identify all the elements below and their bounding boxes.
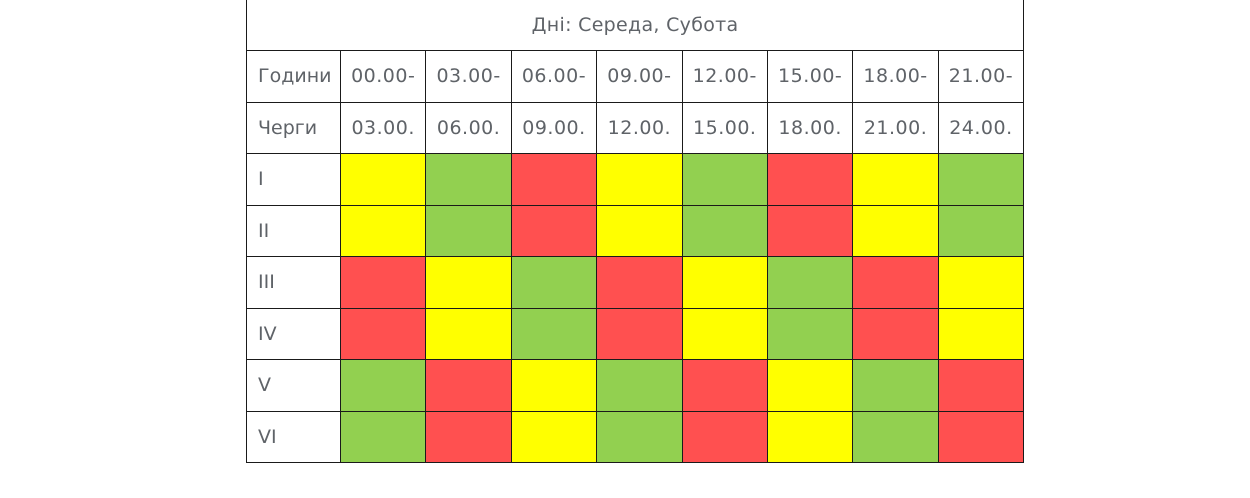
schedule-slot-red xyxy=(681,410,768,463)
schedule-slot-red xyxy=(937,359,1025,412)
schedule-slot-red xyxy=(766,153,854,206)
time-start-cell: 09.00- xyxy=(596,50,683,103)
schedule-slot-red xyxy=(339,307,427,360)
schedule-slot-green xyxy=(596,410,683,463)
time-start-cell: 12.00- xyxy=(681,50,768,103)
schedule-slot-green xyxy=(510,307,598,360)
time-start-cell: 03.00- xyxy=(425,50,512,103)
schedule-slot-yellow xyxy=(596,204,683,257)
schedule-slot-yellow xyxy=(596,153,683,206)
queue-row: IV xyxy=(246,307,1025,360)
schedule-slot-yellow xyxy=(681,256,768,309)
schedule-slot-red xyxy=(766,204,854,257)
schedule-slot-yellow xyxy=(937,256,1025,309)
time-end-cell: 03.00. xyxy=(339,101,427,154)
schedule-slot-yellow xyxy=(339,204,427,257)
queue-row: II xyxy=(246,204,1025,257)
time-end-cell: 24.00. xyxy=(937,101,1025,154)
hours-label: Години xyxy=(246,50,341,103)
time-end-row: Черги 03.00. 06.00. 09.00. 12.00. 15.00.… xyxy=(246,101,1025,154)
schedule-slot-yellow xyxy=(510,359,598,412)
schedule-slot-green xyxy=(681,204,768,257)
time-start-cell: 18.00- xyxy=(852,50,939,103)
queue-name: I xyxy=(246,153,341,206)
queue-row: I xyxy=(246,153,1025,206)
schedule-slot-green xyxy=(766,256,854,309)
schedule-slot-yellow xyxy=(766,410,854,463)
title-row: Дні: Середа, Субота xyxy=(245,0,1025,51)
time-end-cell: 09.00. xyxy=(510,101,598,154)
time-start-cell: 21.00- xyxy=(937,50,1025,103)
schedule-slot-red xyxy=(510,153,598,206)
schedule-slot-red xyxy=(596,307,683,360)
schedule-table: Дні: Середа, Субота Години 00.00- 03.00-… xyxy=(245,0,1025,463)
queue-rows: I II III IV V VI xyxy=(246,153,1025,463)
schedule-slot-green xyxy=(596,359,683,412)
schedule-slot-green xyxy=(339,410,427,463)
time-start-cell: 15.00- xyxy=(766,50,854,103)
schedule-slot-red xyxy=(510,204,598,257)
schedule-slot-yellow xyxy=(937,307,1025,360)
time-start-cell: 00.00- xyxy=(339,50,427,103)
schedule-slot-green xyxy=(937,204,1025,257)
schedule-slot-red xyxy=(425,410,512,463)
schedule-slot-red xyxy=(937,410,1025,463)
schedule-slot-red xyxy=(852,256,939,309)
schedule-slot-red xyxy=(852,307,939,360)
schedule-slot-yellow xyxy=(425,256,512,309)
schedule-slot-green xyxy=(937,153,1025,206)
queue-row: V xyxy=(246,359,1025,412)
schedule-slot-green xyxy=(852,359,939,412)
schedule-slot-yellow xyxy=(766,359,854,412)
queue-row: VI xyxy=(246,410,1025,463)
time-end-cell: 15.00. xyxy=(681,101,768,154)
queue-row: III xyxy=(246,256,1025,309)
time-end-cell: 12.00. xyxy=(596,101,683,154)
time-start-cell: 06.00- xyxy=(510,50,598,103)
schedule-slot-green xyxy=(852,410,939,463)
time-end-cell: 06.00. xyxy=(425,101,512,154)
days-title: Дні: Середа, Субота xyxy=(245,0,1025,51)
schedule-slot-green xyxy=(681,153,768,206)
schedule-slot-red xyxy=(425,359,512,412)
schedule-slot-yellow xyxy=(425,307,512,360)
schedule-slot-green xyxy=(510,256,598,309)
schedule-slot-green xyxy=(425,204,512,257)
schedule-slot-yellow xyxy=(681,307,768,360)
queue-name: IV xyxy=(246,307,341,360)
schedule-slot-green xyxy=(766,307,854,360)
schedule-slot-yellow xyxy=(510,410,598,463)
queue-name: II xyxy=(246,204,341,257)
time-end-cell: 18.00. xyxy=(766,101,854,154)
queue-name: V xyxy=(246,359,341,412)
time-start-row: Години 00.00- 03.00- 06.00- 09.00- 12.00… xyxy=(246,50,1025,103)
queue-name: VI xyxy=(246,410,341,463)
queue-name: III xyxy=(246,256,341,309)
schedule-slot-red xyxy=(681,359,768,412)
schedule-slot-yellow xyxy=(852,204,939,257)
time-end-cell: 21.00. xyxy=(852,101,939,154)
schedule-slot-red xyxy=(596,256,683,309)
schedule-slot-green xyxy=(339,359,427,412)
schedule-slot-red xyxy=(339,256,427,309)
schedule-slot-green xyxy=(425,153,512,206)
schedule-slot-yellow xyxy=(852,153,939,206)
schedule-slot-yellow xyxy=(339,153,427,206)
queues-label: Черги xyxy=(246,101,341,154)
